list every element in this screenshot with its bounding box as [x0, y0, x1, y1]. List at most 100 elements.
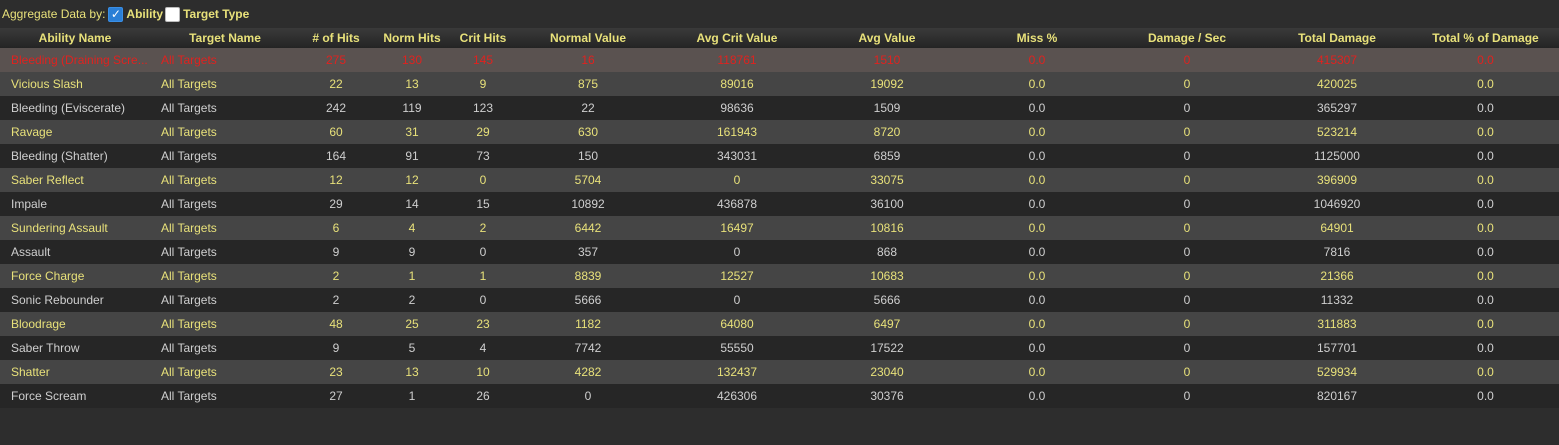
table-bottom-area	[0, 421, 1559, 445]
total-pct-damage-cell: 0.0	[1477, 221, 1494, 235]
total-damage-cell: 11332	[1320, 293, 1354, 307]
target-type-option-label[interactable]: Target Type	[183, 7, 250, 21]
avg-crit-value-cell: 12527	[720, 269, 754, 283]
ability-name-cell: Saber Throw	[11, 341, 80, 355]
table-body: Bleeding (Draining Scre... All Targets 275…	[0, 48, 1559, 408]
miss-pct-cell: 0.0	[1028, 245, 1046, 259]
crit-hits-cell: 10	[476, 365, 490, 379]
avg-crit-value-cell: 89016	[720, 77, 754, 91]
table-row[interactable]: Vicious Slash All Targets 22 13 9 875 89016 190…	[0, 72, 1559, 96]
avg-crit-value-cell: 426306	[716, 389, 758, 403]
damage-per-sec-cell: 0	[1183, 365, 1191, 379]
table-row[interactable]: Assault All Targets 9 9 0 357 0 868 0.0 0 7816 0.0	[0, 240, 1559, 264]
table-row[interactable]: Bleeding (Shatter) All Targets 164 91 73 150 3…	[0, 144, 1559, 168]
target-name-cell: All Targets	[161, 53, 217, 67]
table-row[interactable]: Shatter All Targets 23 13 10 4282 132437 23040 0…	[0, 360, 1559, 384]
normal-value-cell: 10892	[571, 197, 605, 211]
normal-value-cell: 5704	[574, 173, 602, 187]
hits-cell: 275	[325, 53, 347, 67]
ability-name-cell: Bleeding (Draining Scre...	[11, 53, 148, 67]
column-header-avg-crit-value[interactable]: Avg Crit Value	[662, 28, 812, 48]
miss-pct-cell: 0.0	[1028, 293, 1046, 307]
table-row[interactable]: Impale All Targets 29 14 15 10892 436878 36100 0…	[0, 192, 1559, 216]
ability-name-cell: Ravage	[11, 125, 53, 139]
norm-hits-cell: 4	[408, 221, 416, 235]
column-header-hits[interactable]: # of Hits	[300, 28, 372, 48]
table-row[interactable]: Bleeding (Eviscerate) All Targets 242 119 12…	[0, 96, 1559, 120]
damage-per-sec-cell: 0	[1183, 389, 1191, 403]
miss-pct-cell: 0.0	[1028, 389, 1046, 403]
miss-pct-cell: 0.0	[1028, 365, 1046, 379]
miss-pct-cell: 0.0	[1028, 197, 1046, 211]
ability-name-cell: Bleeding (Eviscerate)	[11, 101, 126, 115]
avg-value-cell: 8720	[873, 125, 901, 139]
normal-value-cell: 22	[581, 101, 595, 115]
miss-pct-cell: 0.0	[1028, 53, 1046, 67]
column-header-avg-value[interactable]: Avg Value	[812, 28, 962, 48]
normal-value-cell: 0	[584, 389, 592, 403]
column-header-total-pct-damage[interactable]: Total % of Damage	[1412, 28, 1559, 48]
avg-crit-value-cell: 132437	[716, 365, 758, 379]
norm-hits-cell: 5	[408, 341, 416, 355]
total-damage-cell: 420025	[1316, 77, 1358, 91]
miss-pct-cell: 0.0	[1028, 341, 1046, 355]
table-row[interactable]: Sonic Rebounder All Targets 2 2 0 5666 0 5666 0.…	[0, 288, 1559, 312]
table-row[interactable]: Saber Throw All Targets 9 5 4 7742 55550 17522 0…	[0, 336, 1559, 360]
ability-name-cell: Bleeding (Shatter)	[11, 149, 108, 163]
avg-value-cell: 23040	[870, 365, 904, 379]
damage-per-sec-cell: 0	[1183, 173, 1191, 187]
ability-data-table: Ability Name Target Name # of Hits Norm …	[0, 28, 1559, 408]
damage-per-sec-cell: 0	[1183, 317, 1191, 331]
column-header-target-name[interactable]: Target Name	[150, 28, 300, 48]
column-header-crit-hits[interactable]: Crit Hits	[452, 28, 514, 48]
norm-hits-cell: 91	[405, 149, 419, 163]
target-name-cell: All Targets	[161, 125, 217, 139]
norm-hits-cell: 9	[408, 245, 416, 259]
column-header-normal-value[interactable]: Normal Value	[514, 28, 662, 48]
avg-value-cell: 868	[876, 245, 898, 259]
hits-cell: 12	[329, 173, 343, 187]
total-damage-cell: 415307	[1316, 53, 1358, 67]
target-name-cell: All Targets	[161, 197, 217, 211]
ability-option-label[interactable]: Ability	[126, 7, 164, 21]
avg-crit-value-cell: 55550	[720, 341, 754, 355]
column-header-miss-pct[interactable]: Miss %	[962, 28, 1112, 48]
normal-value-cell: 6442	[574, 221, 602, 235]
norm-hits-cell: 12	[405, 173, 419, 187]
crit-hits-cell: 123	[472, 101, 494, 115]
total-pct-damage-cell: 0.0	[1477, 197, 1494, 211]
hits-cell: 2	[332, 293, 340, 307]
target-type-checkbox[interactable]	[165, 6, 181, 22]
ability-name-cell: Force Charge	[11, 269, 85, 283]
hits-cell: 23	[329, 365, 343, 379]
avg-crit-value-cell: 161943	[716, 125, 758, 139]
ability-name-cell: Sundering Assault	[11, 221, 108, 235]
table-row[interactable]: Bloodrage All Targets 48 25 23 1182 64080 6497 0…	[0, 312, 1559, 336]
avg-value-cell: 33075	[870, 173, 904, 187]
table-row[interactable]: Bleeding (Draining Scre... All Targets 275…	[0, 48, 1559, 72]
avg-crit-value-cell: 16497	[720, 221, 754, 235]
target-name-cell: All Targets	[161, 101, 217, 115]
column-header-damage-per-sec[interactable]: Damage / Sec	[1112, 28, 1262, 48]
crit-hits-cell: 4	[479, 341, 487, 355]
normal-value-cell: 5666	[574, 293, 602, 307]
aggregate-label: Aggregate Data by:	[2, 7, 106, 21]
total-damage-cell: 396909	[1316, 173, 1358, 187]
column-header-ability-name[interactable]: Ability Name	[0, 28, 150, 48]
target-name-cell: All Targets	[161, 221, 217, 235]
table-row[interactable]: Sundering Assault All Targets 6 4 2 6442 16497…	[0, 216, 1559, 240]
column-header-norm-hits[interactable]: Norm Hits	[372, 28, 452, 48]
damage-per-sec-cell: 0	[1183, 269, 1191, 283]
crit-hits-cell: 0	[479, 245, 487, 259]
norm-hits-cell: 14	[405, 197, 419, 211]
norm-hits-cell: 1	[408, 389, 416, 403]
ability-checkbox[interactable]: ✓	[108, 6, 124, 22]
damage-per-sec-cell: 0	[1183, 341, 1191, 355]
column-header-total-damage[interactable]: Total Damage	[1262, 28, 1412, 48]
target-name-cell: All Targets	[161, 293, 217, 307]
table-row[interactable]: Saber Reflect All Targets 12 12 0 5704 0 33075 0…	[0, 168, 1559, 192]
table-row[interactable]: Ravage All Targets 60 31 29 630 161943 8720 0.0 0…	[0, 120, 1559, 144]
table-row[interactable]: Force Charge All Targets 2 1 1 8839 12527 10683…	[0, 264, 1559, 288]
crit-hits-cell: 1	[479, 269, 487, 283]
table-row[interactable]: Force Scream All Targets 27 1 26 0 426306 30376…	[0, 384, 1559, 408]
